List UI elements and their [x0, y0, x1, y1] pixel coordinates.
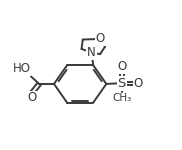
Text: S: S [118, 77, 126, 90]
Text: O: O [28, 91, 37, 104]
Text: O: O [133, 77, 143, 90]
Text: HO: HO [13, 62, 31, 75]
Text: O: O [117, 60, 126, 73]
Text: CH₃: CH₃ [112, 93, 131, 103]
Text: O: O [96, 32, 105, 45]
Text: N: N [87, 46, 96, 59]
